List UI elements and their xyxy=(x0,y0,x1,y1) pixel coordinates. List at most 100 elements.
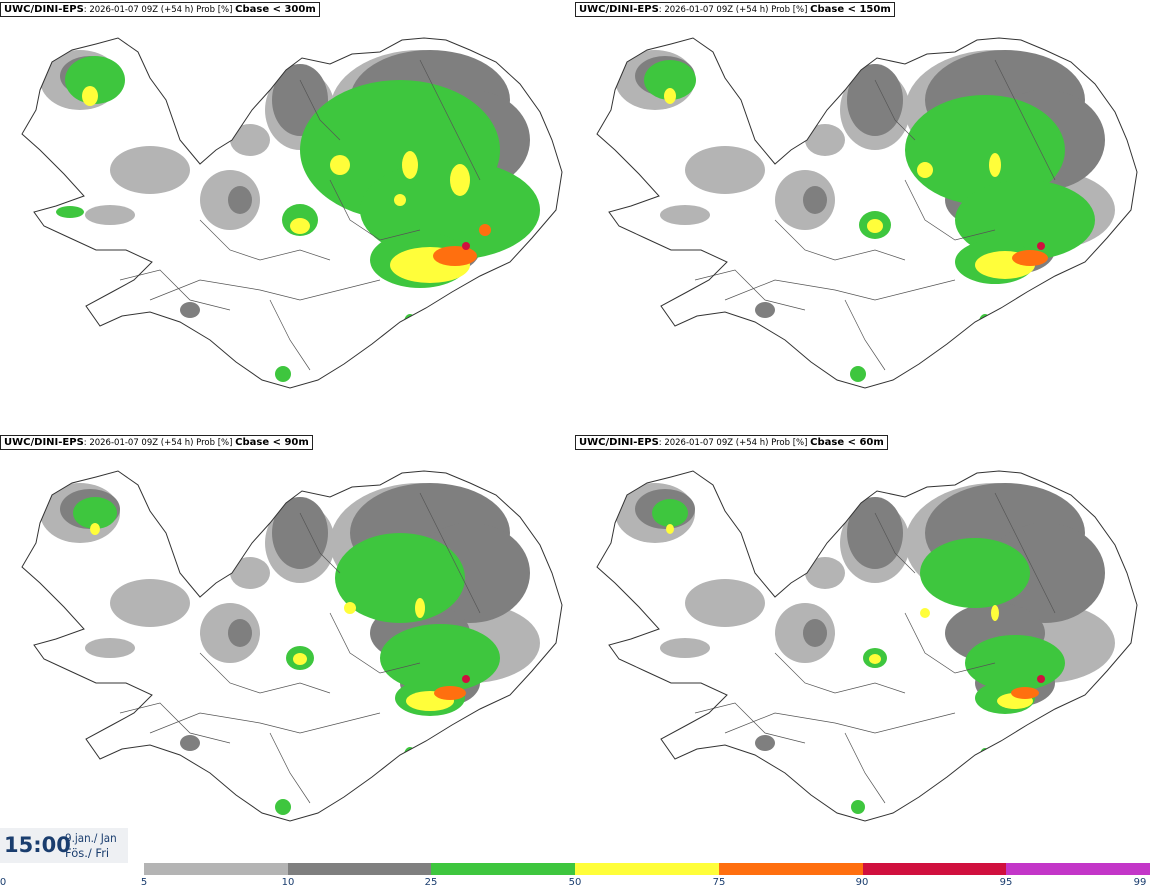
boundary-line xyxy=(419,59,481,181)
colorbar-label: 99 xyxy=(1133,877,1147,888)
run-info: : 2026-01-07 09Z (+54 h) Prob [%] xyxy=(658,5,811,15)
probability-contour xyxy=(293,653,307,665)
probability-contour xyxy=(73,497,117,529)
probability-contour xyxy=(644,60,696,100)
boundary-line xyxy=(694,702,806,744)
probability-contour xyxy=(847,497,903,569)
probability-contour xyxy=(991,605,999,621)
model-name: UWC/DINI-EPS xyxy=(4,437,84,448)
run-info: : 2026-01-07 09Z (+54 h) Prob [%] xyxy=(83,5,236,15)
valid-weekday: Fös./ Fri xyxy=(65,846,110,860)
valid-time: 15:00 xyxy=(4,833,71,857)
coastline xyxy=(596,470,1138,822)
probability-contour xyxy=(666,524,674,534)
probability-contour xyxy=(330,155,350,175)
probability-contour xyxy=(462,675,470,683)
boundary-line xyxy=(149,279,381,301)
probability-contour xyxy=(1037,675,1045,683)
probability-contour xyxy=(920,538,1030,608)
map-panel-cbase-90: UWC/DINI-EPS: 2026-01-07 09Z (+54 h) Pro… xyxy=(0,433,575,863)
probability-contour xyxy=(65,56,125,104)
probability-contour xyxy=(965,635,1065,691)
probability-contour xyxy=(85,638,135,658)
probability-contour xyxy=(230,124,270,156)
colorbar-segment-10-25 xyxy=(287,863,432,875)
colorbar-segment-50-75 xyxy=(575,863,719,875)
probability-contour xyxy=(803,619,827,647)
colorbar-label: 90 xyxy=(855,877,869,888)
probability-contour xyxy=(755,735,775,751)
boundary-line xyxy=(774,652,906,694)
boundary-line xyxy=(199,652,331,694)
boundary-line xyxy=(299,79,341,141)
colorbar-label: 0 xyxy=(0,877,7,888)
boundary-line xyxy=(329,612,421,674)
probability-field xyxy=(615,483,1115,814)
probability-contour xyxy=(917,162,933,178)
run-info: : 2026-01-07 09Z (+54 h) Prob [%] xyxy=(83,438,236,448)
boundary-line xyxy=(774,219,906,261)
probability-contour xyxy=(851,800,865,814)
probability-contour xyxy=(82,86,98,106)
boundary-line xyxy=(119,269,231,311)
colorbar-segment-90-95 xyxy=(862,863,1007,875)
probability-contour xyxy=(228,186,252,214)
coastline xyxy=(21,37,563,389)
probability-contour xyxy=(955,180,1095,260)
colorbar-label: 25 xyxy=(424,877,438,888)
colorbar-label: 75 xyxy=(712,877,726,888)
colorbar-label: 10 xyxy=(281,877,295,888)
colorbar-segment-95-99 xyxy=(1006,863,1150,875)
probability-contour xyxy=(847,64,903,136)
iceland-map xyxy=(596,470,1138,822)
probability-colorbar xyxy=(144,863,1150,875)
probability-contour xyxy=(290,218,310,234)
threshold-condition: Cbase < 90m xyxy=(235,437,309,448)
boundary-line xyxy=(149,712,381,734)
boundary-line xyxy=(269,732,311,804)
threshold-condition: Cbase < 60m xyxy=(810,437,884,448)
probability-contour xyxy=(415,598,425,618)
coastline xyxy=(21,470,563,822)
boundary-line xyxy=(994,492,1056,614)
probability-contour xyxy=(380,624,500,692)
colorbar-segment-75-90 xyxy=(718,863,863,875)
probability-contour xyxy=(920,608,930,618)
boundary-line xyxy=(904,179,996,241)
probability-contour xyxy=(462,242,470,250)
probability-contour xyxy=(56,206,84,218)
probability-contour xyxy=(85,205,135,225)
probability-contour xyxy=(1037,242,1045,250)
probability-contour xyxy=(985,523,1105,623)
probability-contour xyxy=(272,497,328,569)
model-name: UWC/DINI-EPS xyxy=(4,4,84,15)
boundary-line xyxy=(419,492,481,614)
map-panel-cbase-60: UWC/DINI-EPS: 2026-01-07 09Z (+54 h) Pro… xyxy=(575,433,1150,863)
probability-contour xyxy=(344,602,356,614)
probability-contour xyxy=(685,579,765,627)
probability-contour xyxy=(228,619,252,647)
probability-contour xyxy=(434,686,466,700)
probability-contour xyxy=(450,164,470,196)
probability-contour xyxy=(433,246,477,266)
map-panel-cbase-300: UWC/DINI-EPS: 2026-01-07 09Z (+54 h) Pro… xyxy=(0,0,575,430)
probability-contour xyxy=(803,186,827,214)
probability-contour xyxy=(1011,687,1039,699)
panel-title: UWC/DINI-EPS: 2026-01-07 09Z (+54 h) Pro… xyxy=(575,2,895,17)
coastline xyxy=(596,37,1138,389)
probability-contour xyxy=(867,219,883,233)
probability-contour xyxy=(275,366,291,382)
valid-date: 9.jan./ Jan xyxy=(65,831,117,845)
boundary-line xyxy=(724,712,956,734)
threshold-condition: Cbase < 150m xyxy=(810,4,891,15)
threshold-condition: Cbase < 300m xyxy=(235,4,316,15)
boundary-line xyxy=(329,179,421,241)
probability-contour xyxy=(850,366,866,382)
boundary-line xyxy=(199,219,331,261)
boundary-line xyxy=(119,702,231,744)
probability-contour xyxy=(90,523,100,535)
probability-contour xyxy=(275,799,291,815)
boundary-line xyxy=(724,279,956,301)
probability-contour xyxy=(664,88,676,104)
colorbar-label: 50 xyxy=(568,877,582,888)
